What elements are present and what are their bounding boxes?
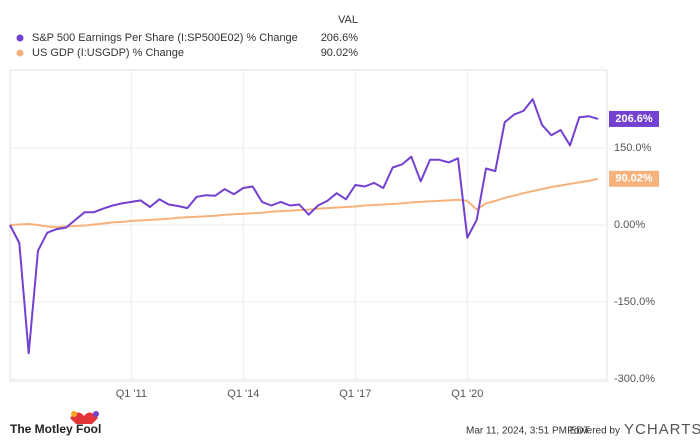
y-tick-label: -150.0% (614, 296, 655, 308)
x-tick-label: Q1 '14 (227, 388, 259, 400)
powered-by: Powered by (567, 426, 620, 437)
y-tick-label: -300.0% (614, 373, 655, 385)
legend-label: US GDP (I:USGDP) % Change (32, 47, 184, 59)
provider: YCHARTS (624, 421, 700, 438)
series-line (9, 98, 599, 355)
end-tag-label: 90.02% (615, 173, 653, 185)
timestamp: Mar 11, 2024, 3:51 PM EDT (466, 426, 590, 437)
legend-value: 206.6% (321, 32, 359, 44)
x-tick-label: Q1 '20 (451, 388, 483, 400)
y-tick-label: 0.00% (614, 219, 645, 231)
legend-value: 90.02% (321, 47, 359, 59)
x-tick-label: Q1 '17 (339, 388, 371, 400)
end-tag (609, 170, 659, 187)
logo-icon (70, 412, 98, 424)
series-line (9, 177, 599, 229)
legend-marker (16, 49, 24, 57)
end-tag-label: 206.6% (615, 113, 653, 125)
y-tick-label: 150.0% (614, 142, 652, 154)
legend-label: S&P 500 Earnings Per Share (I:SP500E02) … (32, 32, 298, 44)
legend-marker (16, 34, 24, 42)
footer: The Motley Fool Mar 11, 2024, 3:51 PM ED… (10, 411, 700, 438)
x-tick-label: Q1 '11 (116, 388, 147, 400)
brand: The Motley Fool (10, 422, 101, 436)
end-tag (609, 110, 659, 127)
legend-header: VAL (338, 14, 358, 26)
logo-dot (93, 411, 99, 417)
logo-dot (71, 411, 77, 417)
